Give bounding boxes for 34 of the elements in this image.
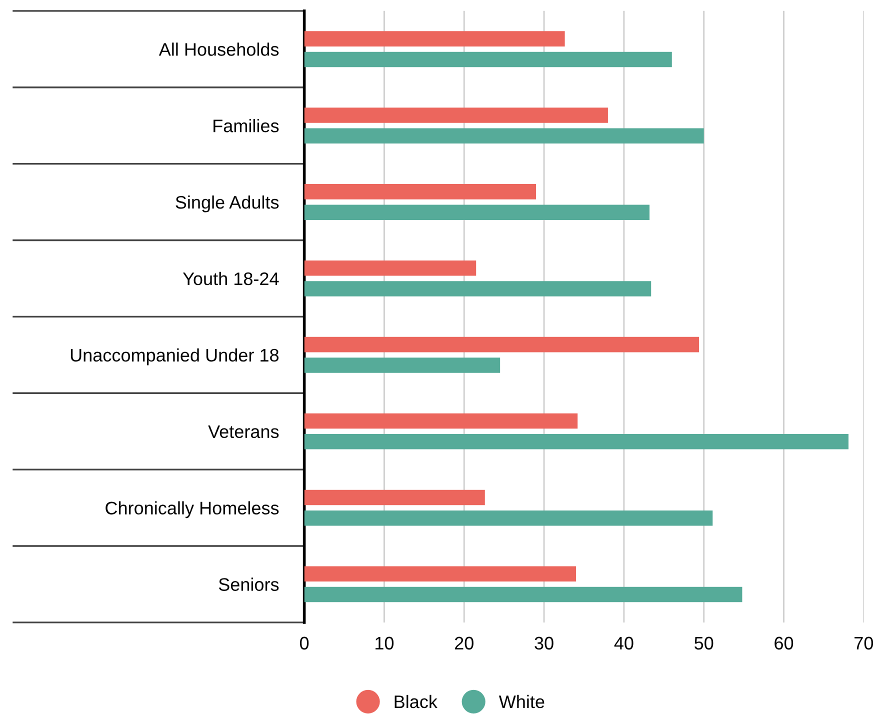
bar [304,108,608,123]
bar [304,358,500,373]
x-tick-label: 70 [854,636,874,650]
x-tick-label: 40 [614,636,634,650]
y-tick-label: Single Adults [176,195,279,212]
legend-label: White [498,694,544,708]
x-tick-label: 10 [376,636,394,650]
bar [304,413,578,429]
x-tick-label: 60 [774,636,794,650]
bar [304,31,565,46]
y-tick-label: Youth 18-24 [182,272,279,286]
bar [304,510,713,526]
y-tick-label: All Households [158,42,279,56]
bar [304,336,700,352]
y-tick-label: Veterans [208,425,279,438]
bar [304,204,650,220]
x-tick-label: 0 [300,636,309,650]
bar [304,184,536,200]
bar [304,52,672,68]
y-tick-label: Chronically Homeless [106,501,279,518]
x-tick-label: 20 [454,636,474,650]
bar [304,128,704,144]
bar [304,281,652,296]
bar [304,566,576,582]
y-tick-label: Families [214,119,279,132]
x-tick-label: 30 [534,636,554,650]
bar [304,490,485,506]
legend-label: Black [394,694,438,708]
y-tick-label: Unaccompanied Under 18 [70,348,279,366]
bar [304,434,848,450]
bar [304,260,476,276]
y-tick-label: Seniors [218,578,279,591]
x-tick-label: 50 [694,636,714,650]
bar [304,586,742,602]
